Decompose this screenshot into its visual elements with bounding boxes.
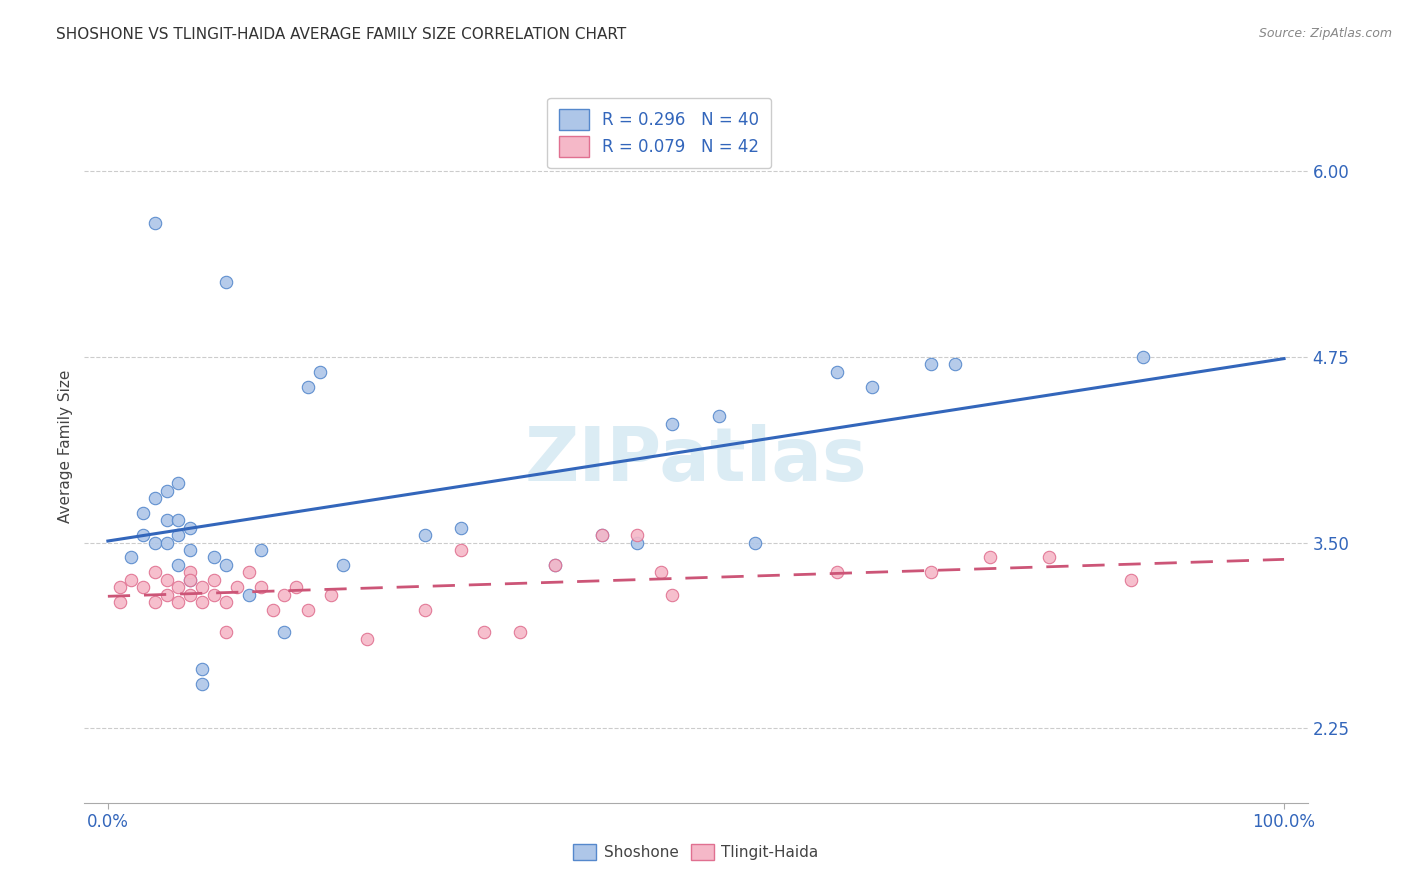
Point	[238, 588, 260, 602]
Point	[920, 357, 942, 371]
Point	[744, 535, 766, 549]
Point	[273, 624, 295, 639]
Point	[120, 550, 142, 565]
Point	[262, 602, 284, 616]
Point	[285, 580, 308, 594]
Point	[249, 580, 271, 594]
Point	[132, 580, 155, 594]
Point	[626, 528, 648, 542]
Point	[626, 535, 648, 549]
Point	[179, 543, 201, 558]
Point	[191, 580, 214, 594]
Point	[415, 528, 437, 542]
Point	[544, 558, 567, 572]
Point	[650, 566, 672, 580]
Point	[1132, 350, 1154, 364]
Point	[920, 566, 942, 580]
Point	[544, 558, 567, 572]
Point	[156, 573, 179, 587]
Point	[108, 580, 131, 594]
Point	[709, 409, 731, 424]
Text: ZIPatlas: ZIPatlas	[524, 424, 868, 497]
Point	[450, 543, 472, 558]
Point	[661, 588, 683, 602]
Point	[179, 566, 201, 580]
Point	[143, 566, 166, 580]
Point	[825, 566, 848, 580]
Y-axis label: Average Family Size: Average Family Size	[58, 369, 73, 523]
Point	[143, 216, 166, 230]
Point	[591, 528, 613, 542]
Point	[472, 624, 495, 639]
Point	[156, 535, 179, 549]
Point	[167, 558, 190, 572]
Point	[191, 595, 214, 609]
Point	[202, 588, 225, 602]
Point	[661, 417, 683, 431]
Point	[167, 476, 190, 491]
Point	[214, 595, 236, 609]
Point	[143, 595, 166, 609]
Point	[143, 491, 166, 505]
Point	[179, 573, 201, 587]
Point	[191, 677, 214, 691]
Point	[825, 365, 848, 379]
Point	[214, 558, 236, 572]
Point	[297, 602, 319, 616]
Point	[591, 528, 613, 542]
Point	[214, 624, 236, 639]
Text: Source: ZipAtlas.com: Source: ZipAtlas.com	[1258, 27, 1392, 40]
Point	[297, 379, 319, 393]
Point	[415, 602, 437, 616]
Point	[226, 580, 249, 594]
Point	[308, 365, 330, 379]
Point	[332, 558, 354, 572]
Point	[132, 506, 155, 520]
Point	[179, 521, 201, 535]
Point	[156, 588, 179, 602]
Point	[156, 513, 179, 527]
Point	[132, 528, 155, 542]
Point	[167, 595, 190, 609]
Point	[1121, 573, 1143, 587]
Point	[979, 550, 1001, 565]
Point	[167, 528, 190, 542]
Point	[860, 379, 883, 393]
Point	[450, 521, 472, 535]
Point	[202, 573, 225, 587]
Point	[249, 543, 271, 558]
Point	[120, 573, 142, 587]
Point	[143, 535, 166, 549]
Point	[108, 595, 131, 609]
Point	[321, 588, 343, 602]
Point	[214, 276, 236, 290]
Text: SHOSHONE VS TLINGIT-HAIDA AVERAGE FAMILY SIZE CORRELATION CHART: SHOSHONE VS TLINGIT-HAIDA AVERAGE FAMILY…	[56, 27, 627, 42]
Point	[167, 580, 190, 594]
Point	[156, 483, 179, 498]
Point	[202, 550, 225, 565]
Point	[356, 632, 378, 647]
Point	[273, 588, 295, 602]
Point	[509, 624, 531, 639]
Point	[167, 513, 190, 527]
Point	[238, 566, 260, 580]
Point	[191, 662, 214, 676]
Point	[943, 357, 966, 371]
Point	[1038, 550, 1060, 565]
Legend: Shoshone, Tlingit-Haida: Shoshone, Tlingit-Haida	[567, 838, 825, 866]
Point	[179, 573, 201, 587]
Point	[179, 588, 201, 602]
